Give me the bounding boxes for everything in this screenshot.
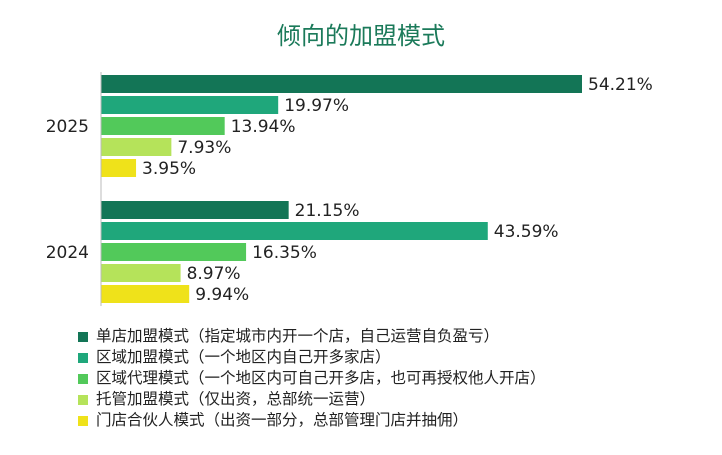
data-label: 7.93% bbox=[177, 138, 231, 158]
legend-swatch bbox=[78, 415, 88, 426]
bar bbox=[101, 243, 247, 261]
legend-label: 托管加盟模式（仅出资，总部统一运营） bbox=[96, 390, 376, 408]
data-label: 19.97% bbox=[284, 96, 349, 116]
bar bbox=[101, 75, 582, 93]
chart-title: 倾向的加盟模式 bbox=[277, 22, 445, 50]
legend-label: 单店加盟模式（指定城市内开一个店，自己运营自负盈亏） bbox=[96, 327, 500, 345]
data-label: 13.94% bbox=[231, 117, 296, 137]
bar bbox=[101, 96, 279, 114]
legend: 单店加盟模式（指定城市内开一个店，自己运营自负盈亏） 区域加盟模式（一个地区内自… bbox=[78, 326, 546, 431]
legend-label: 门店合伙人模式（出资一部分，总部管理门店并抽佣） bbox=[96, 411, 469, 429]
data-label: 16.35% bbox=[252, 243, 317, 263]
legend-item: 区域加盟模式（一个地区内自己开多家店） bbox=[78, 347, 546, 368]
legend-item: 单店加盟模式（指定城市内开一个店，自己运营自负盈亏） bbox=[78, 326, 546, 347]
data-label: 43.59% bbox=[494, 222, 559, 242]
legend-swatch bbox=[78, 352, 88, 363]
category-label: 2025 bbox=[46, 117, 89, 137]
data-label: 54.21% bbox=[588, 75, 653, 95]
bar bbox=[101, 138, 172, 156]
legend-item: 门店合伙人模式（出资一部分，总部管理门店并抽佣） bbox=[78, 410, 546, 431]
bar bbox=[101, 222, 488, 240]
bar bbox=[101, 201, 289, 219]
legend-label: 区域加盟模式（一个地区内自己开多家店） bbox=[96, 348, 391, 366]
legend-label: 区域代理模式（一个地区内可自己开多店，也可再授权他人开店） bbox=[96, 369, 546, 387]
bar-chart: 54.21% 19.97%13.94%7.93%3.95% 21.15% 43.59%… bbox=[46, 72, 653, 306]
legend-swatch bbox=[78, 373, 88, 384]
legend-item: 托管加盟模式（仅出资，总部统一运营） bbox=[78, 389, 546, 410]
legend-swatch bbox=[78, 394, 88, 405]
legend-item: 区域代理模式（一个地区内可自己开多店，也可再授权他人开店） bbox=[78, 368, 546, 389]
data-label: 3.95% bbox=[142, 159, 196, 179]
data-label: 8.97% bbox=[187, 264, 241, 284]
bar bbox=[101, 159, 137, 177]
bar bbox=[101, 264, 181, 282]
category-label: 2024 bbox=[46, 243, 89, 263]
data-label: 21.15% bbox=[295, 201, 360, 221]
data-label: 9.94% bbox=[195, 285, 249, 305]
bar bbox=[101, 285, 190, 303]
legend-swatch bbox=[78, 331, 88, 342]
bar bbox=[101, 117, 225, 135]
